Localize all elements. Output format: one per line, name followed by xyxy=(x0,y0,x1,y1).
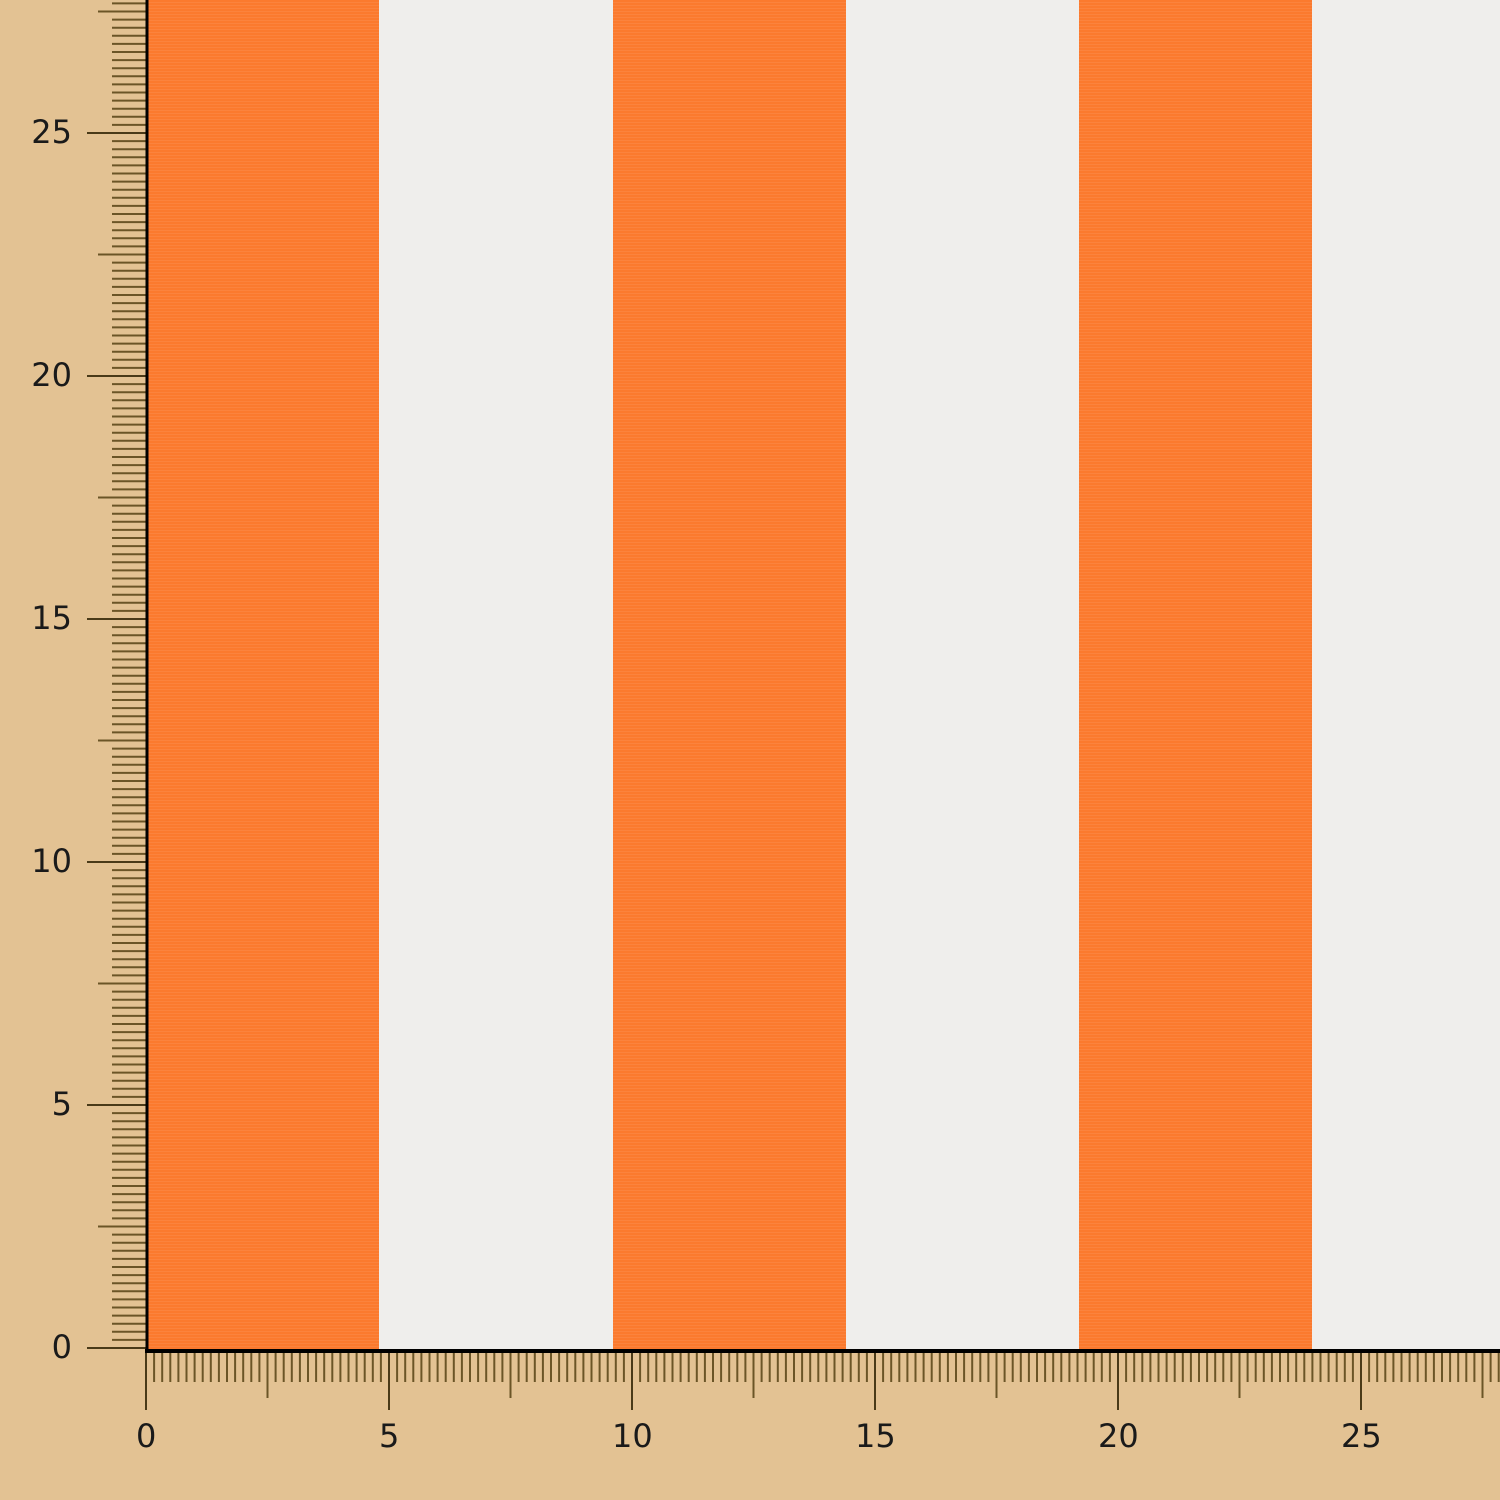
x-tick-label: 25 xyxy=(1341,1417,1382,1455)
y-tick-label: 20 xyxy=(31,356,72,394)
orange-stripe xyxy=(146,0,380,1350)
orange-stripe xyxy=(612,0,846,1350)
y-tick-label: 15 xyxy=(31,599,72,637)
x-tick-label: 15 xyxy=(855,1417,896,1455)
x-tick-label: 10 xyxy=(612,1417,653,1455)
y-tick-label: 25 xyxy=(31,113,72,151)
x-tick-label: 5 xyxy=(379,1417,400,1455)
y-tick-label: 10 xyxy=(31,842,72,880)
orange-stripe xyxy=(1079,0,1313,1350)
x-tick-label: 0 xyxy=(136,1417,157,1455)
x-tick-label: 20 xyxy=(1098,1417,1139,1455)
fabric-swatch xyxy=(146,0,1500,1350)
y-tick-label: 5 xyxy=(51,1085,72,1123)
y-tick-label: 0 xyxy=(51,1328,72,1366)
